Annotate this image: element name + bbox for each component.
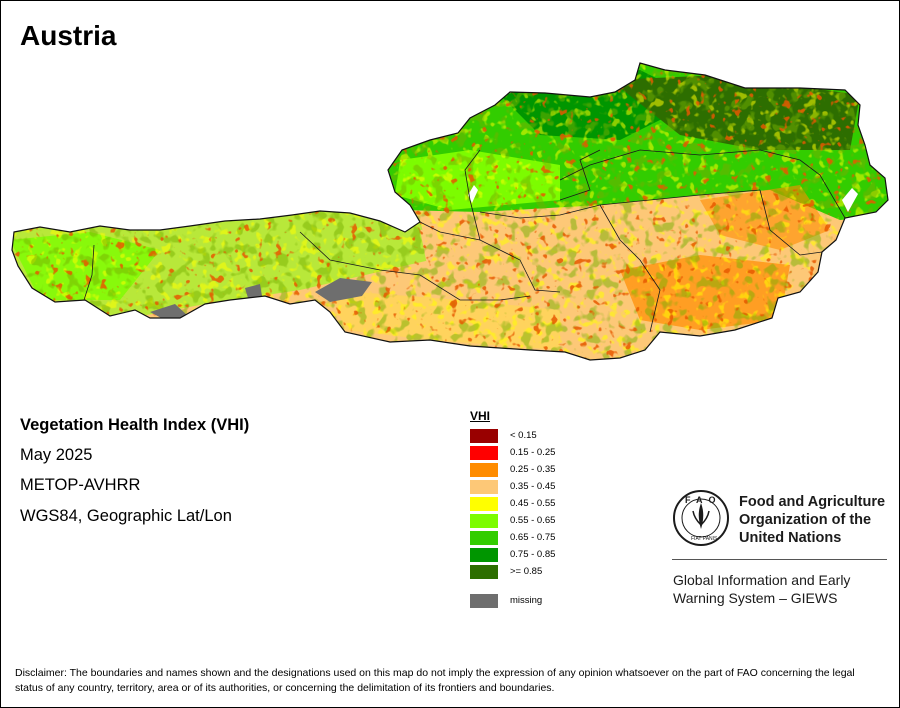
legend-label: 0.35 - 0.45: [510, 481, 556, 492]
sensor-label: METOP-AVHRR: [20, 476, 141, 494]
legend-swatch: [470, 548, 498, 562]
organization-name: Food and Agriculture Organization of the…: [739, 493, 885, 547]
org-name-line-2: Organization of the: [739, 512, 872, 528]
legend-label: 0.65 - 0.75: [510, 532, 556, 543]
org-name-line-3: United Nations: [739, 530, 842, 546]
legend-swatch: [470, 446, 498, 460]
giews-label: Global Information and Early Warning Sys…: [673, 571, 850, 607]
fao-motto: FIAT PANIS: [691, 536, 718, 542]
divider: [672, 559, 887, 560]
legend-title: VHI: [470, 409, 491, 423]
legend-label: 0.55 - 0.65: [510, 515, 556, 526]
legend-swatch: [470, 429, 498, 443]
vhi-map: [11, 62, 889, 361]
fao-logo: FAO FIAT PANIS: [673, 490, 729, 546]
legend-label: 0.15 - 0.25: [510, 447, 556, 458]
giews-line-1: Global Information and Early: [673, 572, 851, 588]
legend-label: < 0.15: [510, 430, 537, 441]
giews-line-2: Warning System – GIEWS: [673, 590, 838, 606]
legend-label-missing: missing: [510, 595, 543, 606]
legend-swatch: [470, 531, 498, 545]
disclaimer: Disclaimer: The boundaries and names sho…: [15, 667, 855, 694]
legend-label: >= 0.85: [510, 566, 543, 577]
legend-swatch-missing: [470, 594, 498, 608]
legend-swatch: [470, 514, 498, 528]
map-title: Austria: [20, 20, 117, 51]
fao-letter-f: FAO: [685, 495, 722, 505]
period-label: May 2025: [20, 446, 93, 464]
legend-swatch: [470, 463, 498, 477]
legend-swatch: [470, 497, 498, 511]
legend-swatch: [470, 565, 498, 579]
legend-label: 0.45 - 0.55: [510, 498, 556, 509]
index-name: Vegetation Health Index (VHI): [20, 416, 250, 434]
projection-label: WGS84, Geographic Lat/Lon: [20, 507, 232, 525]
vhi-raster: [12, 63, 888, 360]
legend-label: 0.25 - 0.35: [510, 464, 556, 475]
legend-swatch: [470, 480, 498, 494]
legend-label: 0.75 - 0.85: [510, 549, 556, 560]
org-name-line-1: Food and Agriculture: [739, 494, 886, 510]
